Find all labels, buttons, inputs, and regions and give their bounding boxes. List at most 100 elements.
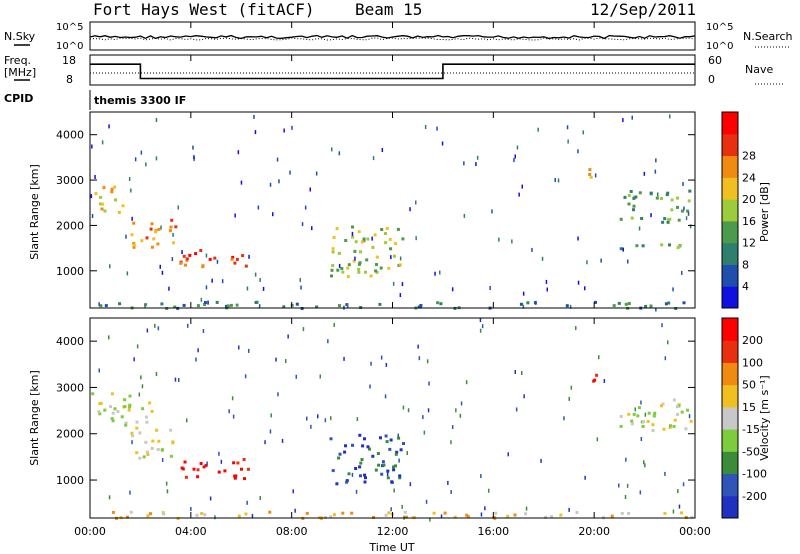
velocity-cell [110, 417, 114, 421]
power-cell [463, 161, 465, 166]
power-cell [661, 220, 665, 224]
power-colorbar-tick-label: 12 [742, 237, 756, 250]
velocity-cell [248, 348, 250, 353]
power-cell [150, 245, 154, 249]
velocity-cell [407, 408, 410, 413]
power-cell [225, 304, 228, 308]
x-tick-label: 20:00 [578, 525, 610, 538]
power-cell [201, 264, 205, 268]
power-cell [417, 305, 421, 309]
velocity-cell [423, 430, 426, 435]
power-cell [688, 189, 692, 193]
power-cell [110, 187, 114, 191]
velocity-cell [98, 412, 102, 416]
power-cell [168, 286, 170, 291]
velocity-cell [223, 469, 227, 473]
velocity-cell [160, 448, 164, 452]
power-cell [194, 252, 198, 256]
velocity-cell [376, 452, 380, 455]
velocity-cell [270, 413, 272, 418]
velocity-cell [568, 396, 570, 401]
nsky-tick-top: 10^5 [56, 22, 83, 33]
velocity-cell [662, 427, 666, 431]
power-cell [182, 254, 186, 258]
power-cell [660, 197, 663, 200]
velocity-cell [386, 469, 390, 473]
power-cell [463, 213, 466, 218]
power-cell [99, 195, 103, 199]
velocity-cell [131, 440, 133, 445]
velocity-cell [595, 373, 599, 377]
power-colorbar-frame [721, 111, 739, 309]
velocity-cell [206, 461, 208, 466]
velocity-cell [331, 469, 335, 473]
velocity-cell [494, 511, 498, 515]
velocity-cell [355, 489, 358, 494]
velocity-cell [610, 514, 614, 518]
power-cell [101, 140, 104, 145]
power-cell [230, 257, 234, 261]
velocity-cell [268, 510, 272, 514]
power-cell [630, 216, 634, 220]
velocity-cell [677, 489, 679, 494]
power-cell [237, 150, 240, 155]
velocity-cell [333, 513, 336, 517]
velocity-cell [544, 515, 547, 519]
velocity-cell [405, 515, 408, 519]
nsearch-label: N.Search [743, 30, 793, 43]
power-cell [392, 281, 395, 286]
power-cell [511, 239, 513, 244]
power-cell [526, 301, 530, 305]
velocity-cell [377, 463, 381, 467]
velocity-cell [135, 451, 139, 455]
power-cell [537, 127, 539, 132]
velocity-cell [399, 448, 403, 452]
power-cell [347, 303, 349, 308]
power-cell [657, 192, 659, 197]
power-cell [130, 233, 134, 237]
velocity-cell [149, 512, 152, 516]
velocity-cell [129, 490, 131, 495]
velocity-cell [131, 434, 134, 438]
power-cell [498, 237, 500, 242]
velocity-cell [204, 463, 208, 467]
power-cell [99, 202, 103, 206]
power-cell [121, 204, 125, 208]
velocity-cell [123, 405, 127, 409]
power-cell [627, 259, 629, 264]
velocity-cell [358, 433, 362, 437]
power-cell [394, 242, 397, 246]
nsearch-tick-bottom: 10^0 [706, 41, 733, 52]
velocity-cell [575, 511, 579, 514]
velocity-colorbar-swatch [722, 473, 738, 497]
power-cell [118, 302, 122, 306]
velocity-cell [369, 384, 371, 389]
power-cell [424, 125, 427, 129]
power-cell [108, 124, 110, 129]
power-cell [396, 227, 400, 231]
power-cell [518, 192, 520, 197]
power-cell [664, 302, 668, 306]
velocity-cell [359, 461, 363, 465]
velocity-cell [488, 488, 490, 493]
cpid-value: themis 3300 IF [94, 94, 186, 107]
velocity-colorbar-tick-label: 15 [742, 401, 756, 414]
velocity-cell [480, 474, 482, 479]
power-cell [436, 301, 440, 305]
power-cell [351, 231, 354, 236]
power-cell [557, 178, 560, 183]
velocity-cell [144, 415, 148, 419]
power-cell [170, 218, 174, 222]
power-cell [172, 232, 174, 237]
power-cell [384, 232, 387, 235]
power-cell [196, 304, 200, 308]
velocity-cell [324, 418, 327, 423]
velocity-cell [460, 401, 463, 406]
velocity-cell [110, 392, 114, 396]
power-cell [666, 220, 670, 224]
velocity-axes: 1000 2000 3000 4000 [56, 335, 695, 487]
velocity-cell [150, 446, 154, 450]
power-cell [304, 205, 307, 210]
power-cell [650, 213, 652, 218]
power-cell [364, 270, 368, 274]
